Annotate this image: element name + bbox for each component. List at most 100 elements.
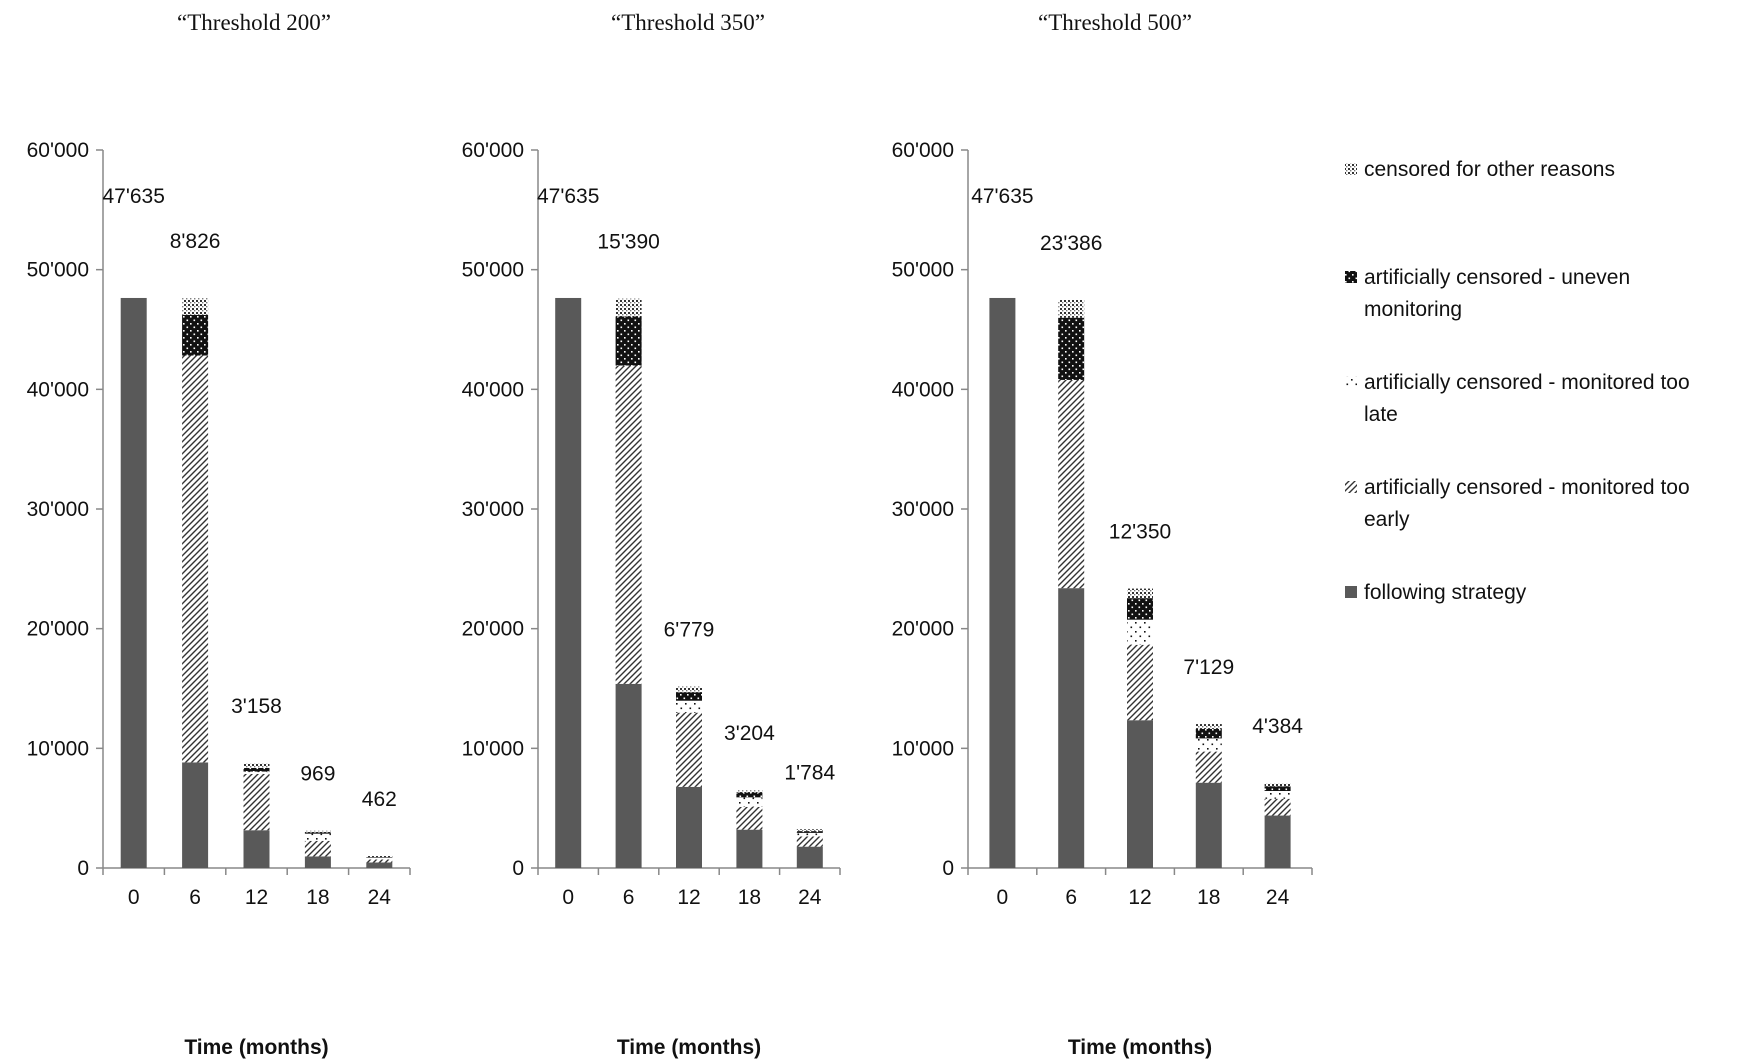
legend-swatch [1345, 586, 1357, 598]
panel-title-threshold-500: “Threshold 500” [1038, 10, 1192, 35]
panel-1-bar-segment [182, 298, 209, 315]
panel-3-y-tick-label: 50'000 [892, 259, 954, 282]
panel-1-y-tick-label: 30'000 [27, 498, 89, 521]
panel-1-data-label: 969 [300, 763, 335, 786]
panel-2-data-label: 1'784 [784, 761, 835, 784]
panel-2-bar-segment [736, 829, 763, 868]
panel-1-x-tick-label: 0 [128, 886, 140, 909]
panel-2-x-tick-label: 18 [738, 886, 761, 909]
panel-1-bar-segment [304, 833, 331, 841]
panel-2-x-tick-label: 0 [562, 886, 574, 909]
panel-3-y-tick-label: 0 [942, 857, 954, 880]
panel-1-x-tick-label: 12 [245, 886, 268, 909]
panel-2-y-tick-label: 0 [512, 857, 524, 880]
panel-3-data-label: 47'635 [971, 185, 1033, 208]
panel-2-bar-segment [676, 692, 702, 701]
panel-1-bar-segment [182, 762, 209, 868]
panel-1-bar-segment [366, 859, 393, 863]
panel-1-bar-segment [366, 857, 393, 858]
panel-2-bar-segment [796, 846, 823, 868]
panel-2-y-tick-label: 60'000 [462, 139, 524, 162]
panel-1-bar-segment [304, 840, 331, 857]
panel-3-x-tick-label: 0 [997, 886, 1009, 909]
panel-2-bar-segment [796, 831, 823, 833]
panel-2-bar-segment [736, 792, 763, 798]
panel-1-bar-segment [304, 856, 331, 868]
panel-3-data-label: 4'384 [1252, 715, 1303, 738]
legend-swatch [1345, 376, 1357, 388]
panel-3-x-tick-label: 24 [1266, 886, 1290, 909]
panel-3-bar-segment [1264, 786, 1291, 792]
panel-1-data-label: 462 [362, 788, 397, 811]
panel-1-bar-segment [243, 767, 270, 772]
panel-2-bar-segment [676, 712, 702, 787]
panel-2-bar-segment [736, 797, 763, 807]
panel-2-bar-segment [796, 836, 823, 847]
panel-3-bar-segment [1127, 619, 1153, 645]
legend-entry-label: late [1364, 403, 1398, 426]
legend-swatch [1345, 481, 1357, 493]
panel-3-bar-segment [1127, 644, 1153, 721]
panel-2-bar-segment [615, 316, 642, 366]
panel-2-y-tick-label: 10'000 [462, 737, 524, 760]
panel-2-y-tick-label: 20'000 [462, 618, 524, 641]
panel-2-bar-segment [555, 297, 582, 868]
panel-3-bar-segment [1264, 783, 1291, 787]
panel-3-bar-segment [1264, 815, 1291, 868]
panel-3-y-tick-label: 10'000 [892, 737, 954, 760]
panel-2-bar-segment [796, 829, 823, 832]
panel-2-bar-segment [615, 365, 642, 684]
panel-3-x-tick-label: 18 [1197, 886, 1220, 909]
panel-3-bar-segment [1264, 798, 1291, 816]
panel-1-y-tick-label: 40'000 [27, 378, 89, 401]
legend-entry-label: following strategy [1364, 581, 1527, 604]
panel-3-bar-segment [1195, 782, 1222, 868]
panel-1-bar-segment [304, 830, 331, 833]
panel-3-bar-segment [1127, 720, 1153, 868]
panel-3-y-tick-label: 20'000 [892, 618, 954, 641]
panel-3-data-label: 12'350 [1109, 521, 1171, 544]
panel-1-bar-segment [366, 857, 393, 860]
panel-3-y-tick-label: 30'000 [892, 498, 954, 521]
legend-entry-label: censored for other reasons [1364, 158, 1615, 181]
panel-2-y-tick-label: 50'000 [462, 259, 524, 282]
panel-3-bar-segment [1195, 724, 1222, 729]
panel-2-bar-segment [676, 686, 702, 693]
panel-2-data-label: 15'390 [597, 231, 659, 254]
panel-3-bar-segment [1058, 588, 1085, 868]
panel-2-bar-segment [796, 832, 823, 837]
panel-1-data-label: 3'158 [231, 695, 282, 718]
panel-3-bar-segment [1058, 379, 1085, 589]
panel-3-bar-segment [1195, 751, 1222, 783]
panel-3-x-axis-title: Time (months) [1068, 1036, 1212, 1059]
panel-1-bar-segment [243, 830, 270, 868]
panel-1-bar-segment [182, 314, 209, 356]
panel-3-bar-segment [1195, 728, 1222, 739]
panel-3-bar-segment [1127, 598, 1153, 620]
panel-3-y-tick-label: 60'000 [892, 139, 954, 162]
panel-2-y-tick-label: 40'000 [462, 378, 524, 401]
panel-1-y-tick-label: 20'000 [27, 618, 89, 641]
panel-3-bar-segment [1127, 588, 1153, 599]
panel-2-bar-segment [676, 786, 702, 868]
panel-1-x-tick-label: 6 [189, 886, 201, 909]
panel-3-bar-segment [1264, 791, 1291, 799]
panel-title-threshold-200: “Threshold 200” [177, 10, 331, 35]
panel-2-data-label: 47'635 [537, 185, 599, 208]
panel-2-bar-segment [676, 700, 702, 713]
panel-3-data-label: 7'129 [1183, 656, 1234, 679]
panel-2-bar-segment [736, 806, 763, 830]
legend-entry-label: monitoring [1364, 298, 1462, 321]
panel-3-bar-segment [1058, 299, 1085, 318]
panel-1-y-tick-label: 10'000 [27, 737, 89, 760]
legend-entry-label: early [1364, 508, 1410, 531]
panel-2-x-axis-title: Time (months) [617, 1036, 761, 1059]
panel-1-data-label: 8'826 [170, 230, 221, 253]
legend-swatch [1345, 163, 1357, 175]
panel-2-x-tick-label: 24 [798, 886, 822, 909]
panel-1-x-tick-label: 18 [306, 886, 329, 909]
panel-3-bar-segment [1058, 317, 1085, 380]
panel-1-bar-segment [366, 855, 393, 858]
panel-2-bar-segment [615, 298, 642, 317]
